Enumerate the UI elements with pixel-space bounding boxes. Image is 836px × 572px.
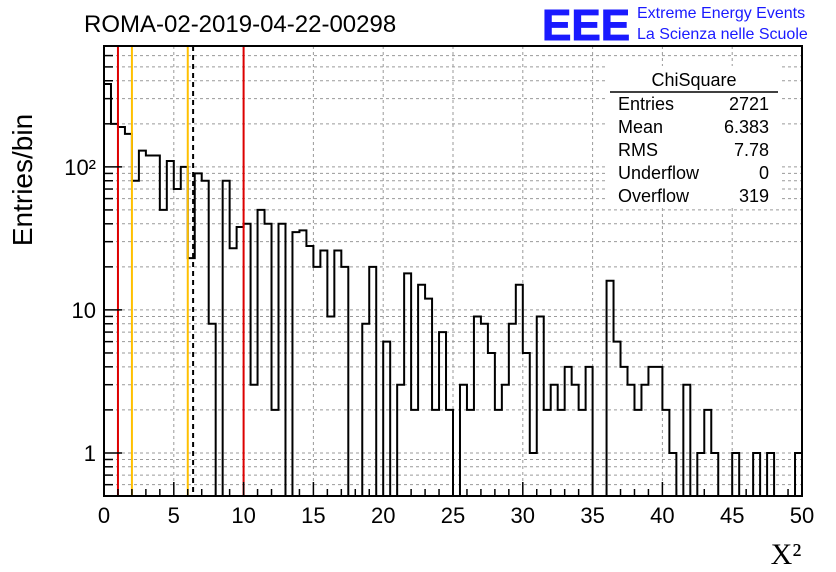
x-tick-label: 20: [371, 503, 395, 528]
x-tick-label: 25: [441, 503, 465, 528]
stats-title: ChiSquare: [651, 70, 736, 90]
x-axis-label: X²: [771, 538, 802, 571]
marker-lines: [116, 46, 245, 496]
stats-row-value: 0: [759, 163, 769, 183]
x-tick-label: 5: [168, 503, 180, 528]
stats-row-label: Overflow: [618, 186, 690, 206]
logo-line2: La Scienza nelle Scuole: [637, 26, 808, 43]
stats-row-value: 7.78: [734, 140, 769, 160]
stats-row-label: Mean: [618, 117, 663, 137]
stats-box: ChiSquare Entries 2721 Mean 6.383 RMS 7.78 Und…: [606, 66, 782, 208]
logo-line1: Extreme Energy Events: [637, 5, 805, 22]
stats-row-label: RMS: [618, 140, 658, 160]
eee-logo: EEE Extreme Energy Events La Scienza nel…: [542, 1, 808, 51]
logo-mark: EEE: [542, 1, 630, 50]
y-axis-label: Entries/bin: [7, 114, 38, 246]
x-tick-label: 45: [720, 503, 744, 528]
stats-row-label: Underflow: [618, 163, 700, 183]
x-tick-label: 40: [650, 503, 674, 528]
x-tick-label: 50: [790, 503, 814, 528]
stats-row-value: 2721: [729, 94, 769, 114]
y-tick-label: 1: [84, 441, 96, 466]
x-tick-label: 15: [301, 503, 325, 528]
x-tick-label: 0: [98, 503, 110, 528]
stats-row-value: 6.383: [724, 117, 769, 137]
x-tick-label: 35: [580, 503, 604, 528]
x-axis: 0 5 10 15 20 25 30 35 40 45 50: [98, 482, 814, 528]
stats-row-label: Entries: [618, 94, 674, 114]
x-tick-label: 30: [511, 503, 535, 528]
y-axis: 1 10 10²: [64, 45, 122, 497]
stats-row-value: 319: [739, 186, 769, 206]
y-tick-label: 10: [72, 298, 96, 323]
chart-title: ROMA-02-2019-04-22-00298: [84, 11, 396, 38]
x-tick-label: 10: [231, 503, 255, 528]
y-tick-label: 10²: [64, 155, 96, 180]
